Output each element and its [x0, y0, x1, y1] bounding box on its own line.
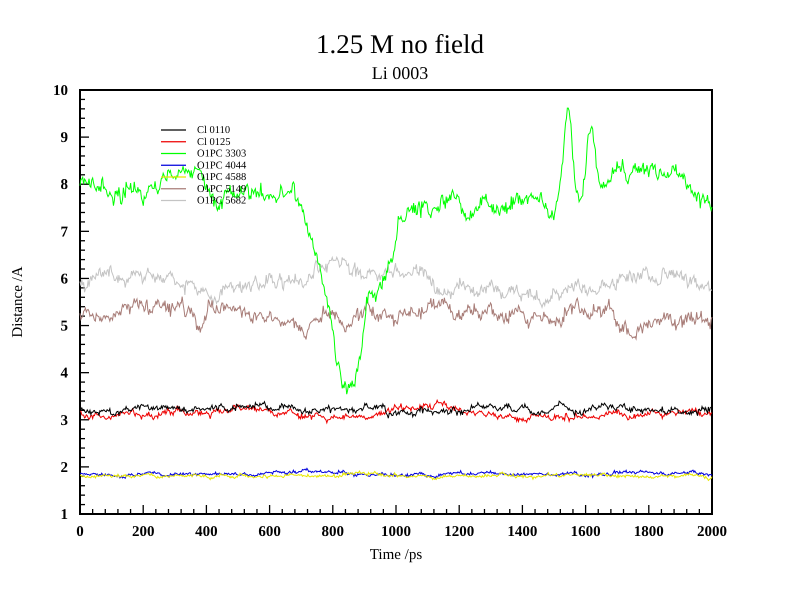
svg-text:600: 600 [258, 524, 281, 540]
svg-text:200: 200 [132, 524, 155, 540]
svg-text:1200: 1200 [444, 524, 474, 540]
svg-text:1800: 1800 [634, 524, 664, 540]
svg-text:800: 800 [322, 524, 345, 540]
svg-text:8: 8 [61, 177, 69, 193]
svg-text:6: 6 [61, 271, 69, 287]
svg-text:2: 2 [61, 460, 69, 476]
svg-text:7: 7 [61, 224, 69, 240]
svg-text:5: 5 [61, 319, 69, 335]
svg-text:4: 4 [61, 366, 69, 382]
svg-text:0: 0 [76, 524, 84, 540]
svg-text:O1PC 3303: O1PC 3303 [197, 149, 246, 160]
svg-text:O1PC 5682: O1PC 5682 [197, 196, 246, 207]
svg-text:400: 400 [195, 524, 218, 540]
svg-text:2000: 2000 [697, 524, 727, 540]
svg-text:1000: 1000 [381, 524, 411, 540]
svg-text:O1PC 5149: O1PC 5149 [197, 184, 246, 195]
svg-text:Time /ps: Time /ps [370, 547, 423, 563]
svg-text:1: 1 [61, 507, 69, 523]
svg-text:Cl 0125: Cl 0125 [197, 137, 231, 148]
svg-text:3: 3 [61, 413, 69, 429]
svg-text:9: 9 [61, 130, 69, 146]
svg-text:O1PC 4044: O1PC 4044 [197, 160, 247, 171]
svg-text:Cl 0110: Cl 0110 [197, 125, 230, 136]
svg-text:1600: 1600 [571, 524, 601, 540]
svg-text:O1PC 4588: O1PC 4588 [197, 172, 246, 183]
svg-text:Distance /A: Distance /A [10, 266, 26, 337]
svg-text:10: 10 [53, 83, 68, 99]
svg-text:1400: 1400 [507, 524, 537, 540]
